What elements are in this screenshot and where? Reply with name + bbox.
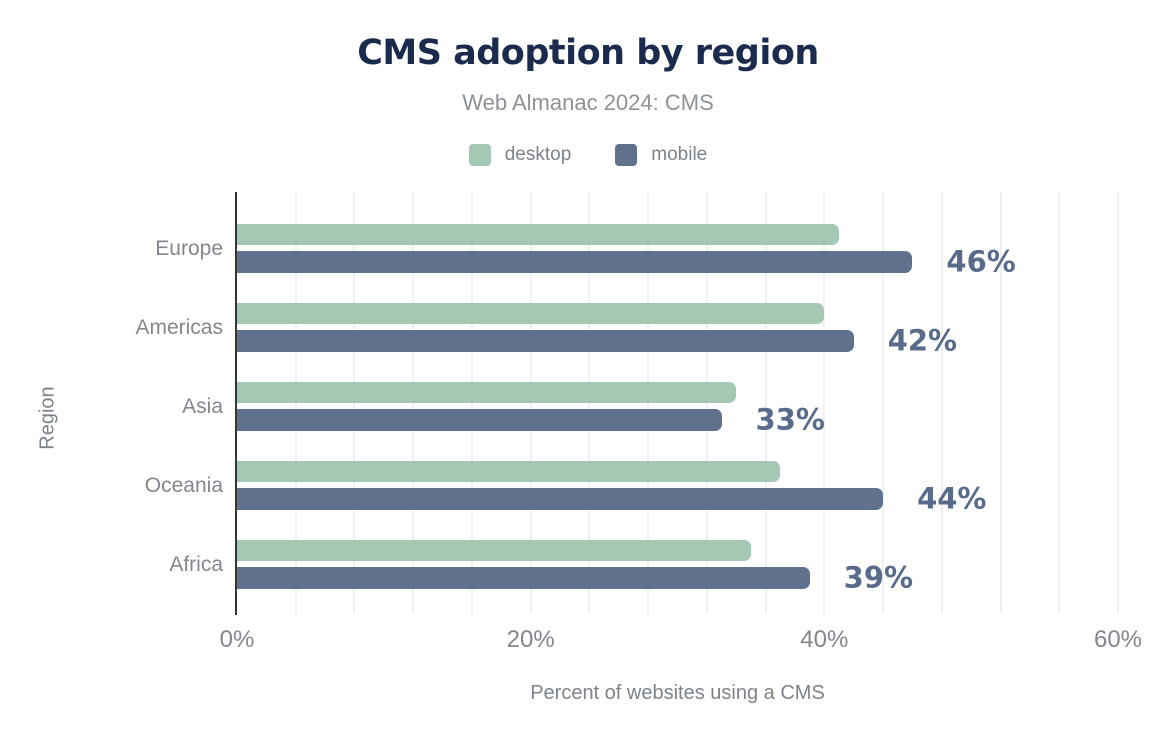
legend: desktop mobile: [0, 144, 1176, 166]
legend-swatch-mobile-icon: [615, 144, 638, 166]
x-axis-title: Percent of websites using a CMS: [530, 682, 825, 704]
category-label: Europe: [155, 236, 223, 260]
bar-desktop-europe: [237, 223, 840, 245]
x-tick-label: 60%: [1093, 626, 1143, 653]
legend-item-mobile: mobile: [615, 144, 707, 166]
y-axis-line: [235, 192, 237, 615]
gridline: [1117, 192, 1119, 613]
category-label: Americas: [135, 315, 223, 339]
category-label: Oceania: [144, 473, 223, 497]
value-label: 44%: [917, 481, 987, 516]
category-label: Africa: [169, 552, 223, 576]
bar-mobile-americas: [237, 330, 854, 352]
bar-mobile-africa: [237, 567, 810, 589]
value-label: 39%: [843, 560, 914, 595]
gridline: [764, 192, 767, 613]
chart-title: CMS adoption by region: [357, 33, 819, 73]
value-label: 33%: [755, 402, 825, 437]
category-label: Asia: [182, 394, 223, 418]
gridline: [940, 192, 943, 613]
legend-label-desktop: desktop: [504, 144, 572, 165]
gridline: [1058, 192, 1061, 613]
value-label: 46%: [946, 244, 1016, 279]
bar-mobile-oceania: [237, 488, 884, 510]
gridline: [999, 192, 1002, 613]
value-label: 42%: [887, 323, 958, 358]
gridline: [823, 192, 826, 613]
bar-mobile-europe: [237, 251, 913, 273]
chart-subtitle: Web Almanac 2024: CMS: [462, 90, 714, 115]
legend-swatch-desktop-icon: [468, 144, 491, 166]
bar-desktop-asia: [237, 381, 737, 403]
x-tick-label: 40%: [800, 626, 849, 653]
plot-area: Region Percent of websites using a CMS E…: [37, 192, 1142, 704]
legend-item-desktop: desktop: [468, 144, 572, 166]
bar-mobile-asia: [237, 409, 722, 431]
x-tick-label: 20%: [506, 626, 555, 653]
bar-desktop-americas: [237, 302, 825, 324]
legend-label-mobile: mobile: [651, 144, 708, 165]
bar-desktop-oceania: [237, 460, 781, 482]
gridline: [882, 192, 885, 613]
bar-desktop-africa: [237, 539, 751, 561]
x-tick-label: 0%: [219, 626, 255, 653]
